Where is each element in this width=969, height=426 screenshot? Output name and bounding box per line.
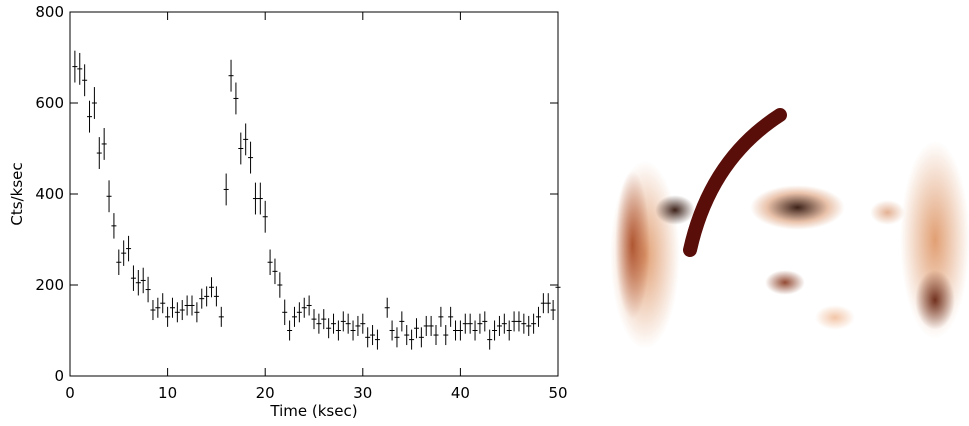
x-tick-label: 0 xyxy=(65,384,75,402)
x-tick-label: 30 xyxy=(353,384,372,402)
solar-image xyxy=(590,0,969,426)
x-tick-label: 10 xyxy=(158,384,177,402)
loop-overlay xyxy=(683,108,787,257)
x-tick-label: 50 xyxy=(548,384,567,402)
y-tick-label: 0 xyxy=(54,367,64,385)
y-tick-label: 400 xyxy=(35,185,64,203)
x-tick-label: 20 xyxy=(256,384,275,402)
y-tick-label: 200 xyxy=(35,276,64,294)
chart: Time (ksec) Cts/ksec 0 10 20 30 40 50 0 200 400 6… xyxy=(8,3,568,420)
y-tick-label: 800 xyxy=(35,3,64,21)
loop-arc xyxy=(683,108,787,257)
y-tick-label: 600 xyxy=(35,94,64,112)
x-axis-label: Time (ksec) xyxy=(269,402,357,420)
x-tick-label: 40 xyxy=(451,384,470,402)
y-axis-label: Cts/ksec xyxy=(8,162,26,225)
